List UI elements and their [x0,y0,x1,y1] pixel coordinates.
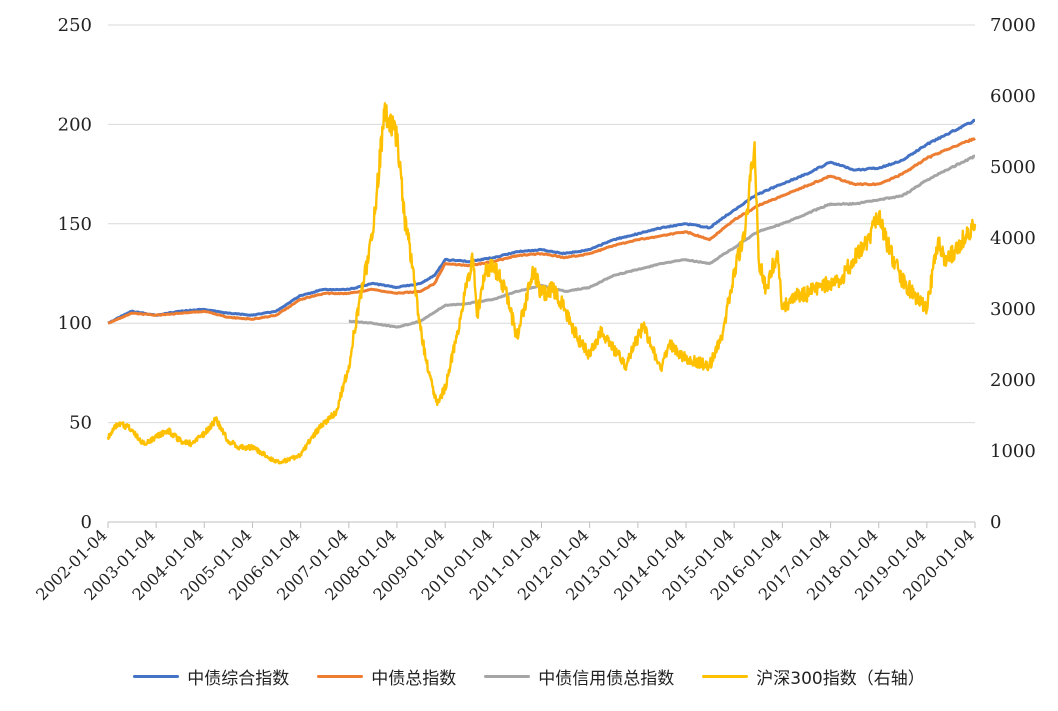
legend-label: 中债综合指数 [187,669,290,689]
legend-swatch [317,675,364,678]
series-line [106,102,977,465]
y-tick-label: 50 [69,413,92,434]
legend-item-credit-bond: 中债信用债总指数 [484,664,674,689]
series-line [107,118,976,325]
y2-tick-label: 2000 [990,370,1036,391]
legend-label: 中债总指数 [371,669,457,689]
legend: 中债综合指数 中债总指数 中债信用债总指数 沪深300指数（右轴） [0,664,1058,689]
series-lines [106,102,977,465]
gridlines [108,24,975,424]
legend-swatch [702,675,749,678]
y-tick-label: 100 [58,313,92,334]
legend-item-zhongzhai-composite: 中债综合指数 [133,664,289,689]
legend-item-csi300: 沪深300指数（右轴） [702,664,925,689]
legend-label: 中债信用债总指数 [538,669,675,689]
series-line [107,137,976,325]
y-tick-label: 200 [58,114,92,135]
y2-tick-label: 1000 [990,441,1036,462]
y2-tick-label: 5000 [990,157,1036,178]
y-tick-label: 150 [58,214,92,235]
legend-swatch [133,675,180,678]
y-tick-label: 0 [81,512,92,533]
y-tick-label: 250 [58,15,92,36]
y2-tick-label: 4000 [990,228,1036,249]
y2-tick-label: 7000 [990,15,1036,36]
y2-tick-label: 3000 [990,299,1036,320]
y2-tick-label: 6000 [990,86,1036,107]
legend-label: 沪深300指数（右轴） [756,669,925,689]
y2-tick-label: 0 [990,512,1001,533]
legend-item-zhongzhai-total: 中债总指数 [317,664,456,689]
legend-swatch [484,675,531,678]
series-line [348,154,976,329]
